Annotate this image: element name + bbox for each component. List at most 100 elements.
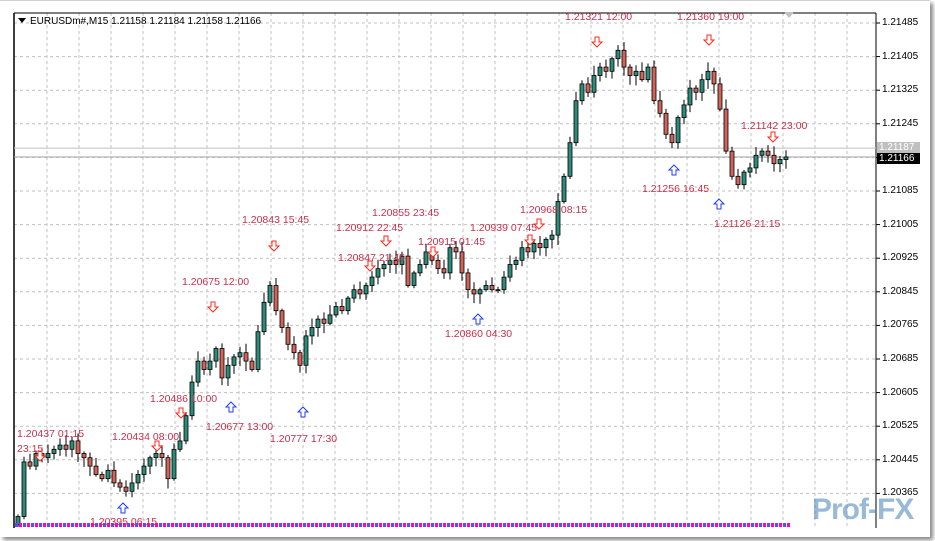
indicator-strip-mark — [711, 523, 714, 527]
indicator-strip-mark — [243, 523, 246, 527]
bull-candle — [747, 167, 753, 173]
indicator-strip-mark — [615, 523, 618, 527]
bear-candle — [111, 469, 117, 484]
up-arrow-icon — [667, 164, 681, 176]
indicator-strip-mark — [315, 523, 318, 527]
price-annotation-label: 1.20915 01:45 — [418, 236, 486, 248]
bear-candle — [663, 112, 669, 135]
down-arrow-icon — [590, 36, 604, 48]
indicator-strip-mark — [499, 523, 502, 527]
indicator-strip-mark — [311, 523, 314, 527]
indicator-strip-mark — [283, 523, 286, 527]
indicator-strip-mark — [319, 523, 322, 527]
indicator-strip-mark — [631, 523, 634, 527]
price-tick-label: 1.20925 — [882, 252, 919, 264]
down-arrow-icon — [702, 34, 716, 46]
bear-candle — [249, 360, 255, 370]
indicator-strip-mark — [519, 523, 522, 527]
down-arrow-icon — [766, 131, 780, 143]
indicator-strip-mark — [483, 523, 486, 527]
indicator-strip-mark — [495, 523, 498, 527]
indicator-strip-mark — [407, 523, 410, 527]
indicator-strip-mark — [115, 523, 118, 527]
price-tick-label: 1.20445 — [882, 453, 919, 465]
bull-candle — [501, 276, 507, 291]
indicator-strip-mark — [227, 523, 230, 527]
indicator-strip-mark — [743, 523, 746, 527]
bull-candle — [681, 104, 687, 118]
indicator-strip-mark — [759, 523, 762, 527]
bull-candle — [171, 448, 177, 480]
price-tick-label: 1.21405 — [882, 50, 919, 62]
bull-candle — [759, 150, 765, 156]
bear-candle — [321, 318, 327, 324]
indicator-strip-mark — [647, 523, 650, 527]
indicator-strip-mark — [431, 523, 434, 527]
indicator-strip-mark — [663, 523, 666, 527]
chart-shift-marker-icon — [784, 12, 794, 18]
down-arrow-icon — [150, 440, 164, 452]
indicator-strip-mark — [627, 523, 630, 527]
bull-candle — [255, 331, 261, 370]
indicator-strip-mark — [671, 523, 674, 527]
price-tick-label: 1.20845 — [882, 285, 919, 297]
indicator-strip-mark — [763, 523, 766, 527]
indicator-strip-mark — [15, 523, 18, 527]
indicator-strip-mark — [327, 523, 330, 527]
bear-candle — [201, 360, 207, 370]
indicator-strip-mark — [731, 523, 734, 527]
indicator-strip-mark — [523, 523, 526, 527]
bull-candle — [45, 453, 51, 459]
dropdown-triangle-icon[interactable] — [18, 18, 26, 23]
indicator-strip-mark — [359, 523, 362, 527]
symbol-timeframe: EURUSDm#,M15 — [30, 16, 109, 27]
price-annotation-label: 1.21321 12:00 — [565, 11, 633, 23]
indicator-strip-mark — [535, 523, 538, 527]
bear-candle — [771, 154, 777, 165]
indicator-strip-mark — [779, 523, 782, 527]
indicator-strip-mark — [195, 523, 198, 527]
indicator-strip-mark — [275, 523, 278, 527]
down-arrow-icon — [379, 235, 393, 247]
bear-candle — [393, 259, 399, 265]
indicator-strip-mark — [639, 523, 642, 527]
indicator-strip-mark — [507, 523, 510, 527]
bull-candle — [567, 142, 573, 177]
indicator-strip-mark — [439, 523, 442, 527]
prof-fx-watermark-logo: Prof-FX — [812, 493, 914, 526]
bear-candle — [765, 150, 771, 156]
indicator-strip-mark — [583, 523, 586, 527]
price-annotation-label: 1.20855 23:45 — [372, 207, 440, 219]
bull-candle — [591, 75, 597, 93]
down-arrow-icon — [33, 450, 47, 462]
indicator-strip-mark — [63, 523, 66, 527]
indicator-strip-mark — [79, 523, 82, 527]
indicator-strip-mark — [683, 523, 686, 527]
indicator-strip-mark — [739, 523, 742, 527]
indicator-strip-mark — [659, 523, 662, 527]
indicator-strip-mark — [455, 523, 458, 527]
indicator-strip-mark — [47, 523, 50, 527]
bear-candle — [471, 289, 477, 295]
price-annotation-label: 1.20843 15:45 — [242, 214, 310, 226]
indicator-strip-mark — [487, 523, 490, 527]
indicator-strip-mark — [719, 523, 722, 527]
indicator-strip-mark — [643, 523, 646, 527]
indicator-strip-mark — [155, 523, 158, 527]
indicator-strip-mark — [135, 523, 138, 527]
indicator-strip-mark — [471, 523, 474, 527]
chart-header: EURUSDm#,M15 1.21158 1.21184 1.21158 1.2… — [18, 16, 261, 27]
indicator-strip-mark — [539, 523, 542, 527]
indicator-strip-mark — [339, 523, 342, 527]
indicator-strip-mark — [767, 523, 770, 527]
ohlc-readout: 1.21158 1.21184 1.21158 1.21166 — [111, 16, 262, 27]
up-arrow-icon — [712, 198, 726, 210]
bear-candle — [621, 49, 627, 68]
bull-candle — [387, 259, 393, 265]
indicator-strip-mark — [43, 523, 46, 527]
indicator-strip-mark — [451, 523, 454, 527]
indicator-strip-mark — [635, 523, 638, 527]
price-annotation-label: 1.20860 04:30 — [445, 328, 513, 340]
indicator-strip-mark — [255, 523, 258, 527]
